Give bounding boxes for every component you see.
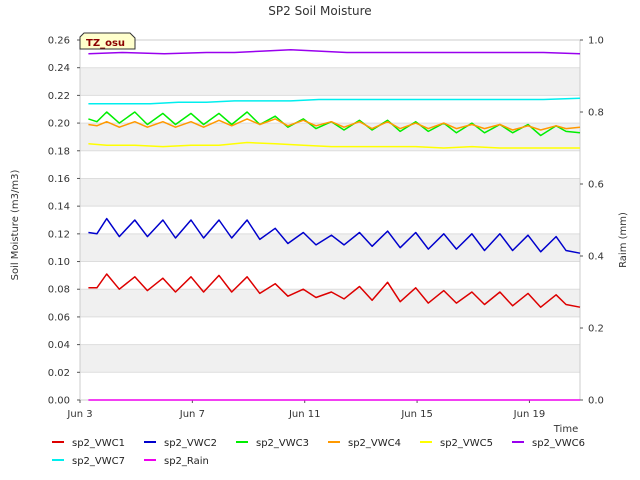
y-tick-label: 0.02: [48, 368, 70, 379]
right-axis-ticks: 0.0 0.2 0.4 0.6 0.8 1.0: [580, 36, 604, 407]
y-tick-label: 0.20: [48, 119, 70, 130]
legend-label: sp2_Rain: [164, 456, 209, 467]
grid-band: [80, 289, 580, 317]
series-line-sp2-vwc6: [88, 48, 581, 55]
y-tick-label: 0.12: [48, 229, 70, 240]
y-tick-label: 0.14: [48, 202, 70, 213]
y-axis-label: Soil Moisture (m3/m3): [10, 170, 21, 281]
series-line-sp2-vwc5: [88, 141, 580, 149]
legend: sp2_VWC1 sp2_VWC2 sp2_VWC3 sp2_VWC4 sp2_VWC5…: [52, 438, 585, 467]
y2-tick-label: 0.0: [588, 396, 604, 407]
chart-title: SP2 Soil Moisture: [268, 4, 371, 18]
series-line-sp2-vwc2: [88, 217, 581, 254]
legend-label: sp2_VWC5: [440, 438, 493, 449]
background-bands: [80, 67, 580, 373]
y2-tick-label: 0.8: [588, 108, 604, 119]
badge-box: [79, 32, 136, 50]
series-line-sp2-vwc4: [88, 118, 581, 131]
y-tick-label: 0.04: [48, 340, 70, 351]
legend-label: sp2_VWC7: [72, 456, 125, 467]
y-tick-label: 0.24: [48, 63, 70, 74]
x-tick-label: Jun 19: [513, 409, 546, 420]
x-axis-label: Time: [553, 424, 578, 435]
x-tick-label: Jun 15: [400, 409, 433, 420]
y2-tick-label: 0.6: [588, 180, 604, 191]
x-axis-ticks: Jun 3 Jun 7 Jun 11 Jun 15 Jun 19: [66, 400, 545, 420]
y-tick-label: 0.00: [48, 396, 70, 407]
y-tick-label: 0.22: [48, 91, 70, 102]
series-line-sp2-vwc7: [88, 97, 581, 105]
badge-text: TZ_osu: [86, 38, 125, 49]
y2-tick-label: 1.0: [588, 36, 604, 47]
left-axis-ticks: 0.00 0.02 0.04 0.06 0.08 0.10 0.12 0.14 0.16 0.18…: [48, 36, 80, 407]
series-line-sp2-vwc1: [88, 273, 581, 308]
legend-label: sp2_VWC2: [164, 438, 217, 449]
legend-label: sp2_VWC4: [348, 438, 401, 449]
x-tick-label: Jun 7: [179, 409, 205, 420]
legend-label: sp2_VWC3: [256, 438, 309, 449]
y-tick-label: 0.18: [48, 146, 70, 157]
y-tick-label: 0.08: [48, 285, 70, 296]
y2-axis-label: Raim (mm): [618, 212, 629, 268]
y2-tick-label: 0.2: [588, 324, 604, 335]
legend-label: sp2_VWC6: [532, 438, 585, 449]
y-tick-label: 0.16: [48, 174, 70, 185]
legend-label: sp2_VWC1: [72, 438, 125, 449]
x-tick-label: Jun 11: [288, 409, 321, 420]
grid-band: [80, 233, 580, 262]
y2-tick-label: 0.4: [588, 252, 604, 263]
series-lines: [88, 48, 581, 401]
grid-band: [80, 344, 580, 373]
grid-band: [80, 178, 580, 207]
y-tick-label: 0.10: [48, 257, 70, 268]
x-tick-label: Jun 3: [66, 409, 92, 420]
y-tick-label: 0.26: [48, 36, 70, 47]
site-badge: TZ_osu: [79, 32, 136, 50]
y-tick-label: 0.06: [48, 312, 70, 323]
grid-band: [80, 67, 580, 96]
